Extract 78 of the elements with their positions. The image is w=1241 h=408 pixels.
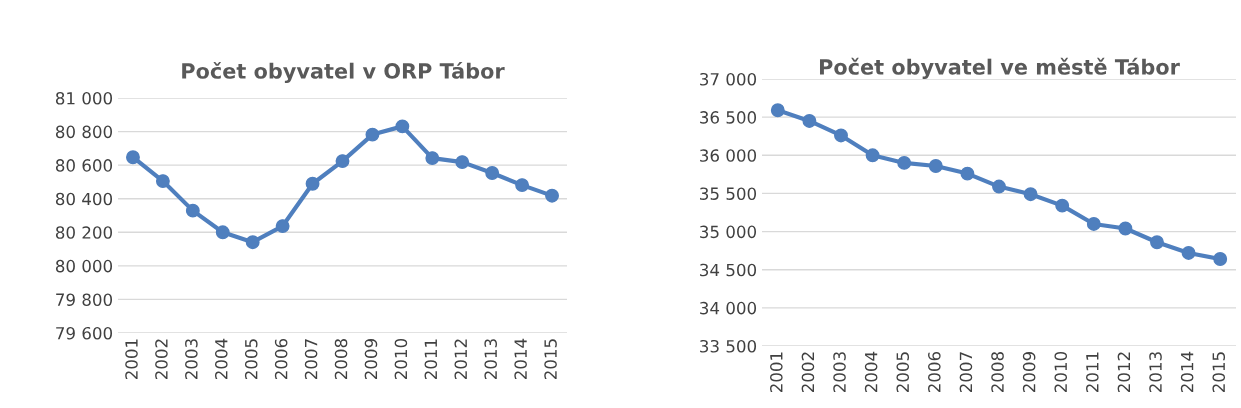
point [305, 176, 320, 191]
point [770, 103, 785, 118]
y-tick-label: 34 000 [700, 301, 757, 315]
point [185, 203, 200, 218]
x-tick-label: 2007 [959, 352, 973, 393]
point [485, 166, 500, 180]
y-tick-label: 80 800 [55, 125, 113, 139]
y-tick-label: 35 500 [700, 187, 757, 200]
y-tick-label: 79 800 [56, 293, 113, 306]
x-tick-label: 2002 [155, 339, 168, 380]
point [545, 188, 559, 203]
point [897, 155, 912, 170]
x-tick-label: 2005 [896, 352, 910, 393]
x-tick-label: 2006 [928, 351, 941, 393]
point [1181, 245, 1196, 260]
point [802, 114, 817, 128]
x-tick-label: 2009 [364, 339, 378, 380]
x-tick-label: 2011 [424, 339, 438, 380]
y-tick-label: 80 600 [55, 159, 113, 172]
x-tick-label: 2014 [514, 338, 527, 380]
y-tick-label: 80 200 [55, 226, 113, 239]
y-tick-label: 34 500 [700, 263, 757, 277]
point [1086, 216, 1101, 231]
point [455, 155, 470, 170]
x-tick-label: 2003 [833, 352, 846, 393]
x-tick-label: 2014 [1180, 351, 1194, 393]
y-tick-label: 37 000 [700, 72, 757, 86]
x-tick-label: 2007 [304, 339, 318, 380]
y-tick-label: 79 600 [56, 326, 113, 340]
x-tick-label: 2002 [801, 352, 815, 393]
y-tick-label: 80 000 [55, 259, 113, 273]
point [1055, 198, 1070, 213]
y-tick-label: 33 500 [700, 339, 757, 353]
chart-title: Počet obyvatel v ORP Tábor [182, 61, 505, 84]
y-tick-label: 81 000 [55, 91, 113, 105]
point [155, 174, 170, 189]
point [1023, 187, 1038, 202]
point [1213, 252, 1228, 266]
x-tick-label: 2012 [1117, 352, 1131, 393]
x-tick-label: 2010 [394, 338, 408, 380]
point [992, 179, 1006, 194]
x-tick-label: 2004 [864, 351, 878, 393]
x-tick-label: 2015 [544, 339, 557, 380]
point [834, 128, 848, 143]
x-tick-label: 2008 [334, 339, 348, 380]
x-tick-label: 2013 [484, 339, 497, 380]
x-tick-label: 2010 [1054, 351, 1068, 393]
x-tick-label: 2003 [185, 339, 198, 380]
chart-title: Počet obyvatel ve městě Tábor [820, 57, 1180, 79]
point [245, 235, 260, 250]
y-tick-label: 80 400 [55, 192, 113, 206]
point [515, 178, 530, 193]
point [425, 151, 440, 166]
y-tick-label: 36 500 [700, 111, 757, 124]
point [365, 127, 380, 142]
point [126, 150, 140, 165]
x-tick-label: 2013 [1149, 352, 1162, 393]
point [960, 166, 975, 181]
point [1150, 235, 1164, 250]
point [928, 159, 943, 173]
point [275, 219, 290, 234]
point [865, 148, 880, 163]
point [335, 154, 350, 169]
x-tick-label: 2001 [770, 352, 783, 393]
point [215, 225, 230, 240]
x-tick-label: 2011 [1086, 352, 1099, 393]
x-tick-label: 2006 [274, 338, 288, 380]
y-tick-label: 36 000 [700, 149, 757, 162]
x-tick-label: 2009 [1022, 352, 1036, 393]
y-tick-label: 35 000 [700, 225, 757, 239]
x-tick-label: 2004 [215, 338, 228, 380]
x-tick-label: 2005 [244, 339, 258, 380]
x-tick-label: 2008 [991, 352, 1004, 393]
x-tick-label: 2015 [1212, 352, 1226, 393]
x-tick-label: 2012 [454, 339, 468, 380]
point [395, 119, 410, 134]
x-tick-label: 2001 [125, 339, 138, 380]
point [1118, 221, 1133, 236]
